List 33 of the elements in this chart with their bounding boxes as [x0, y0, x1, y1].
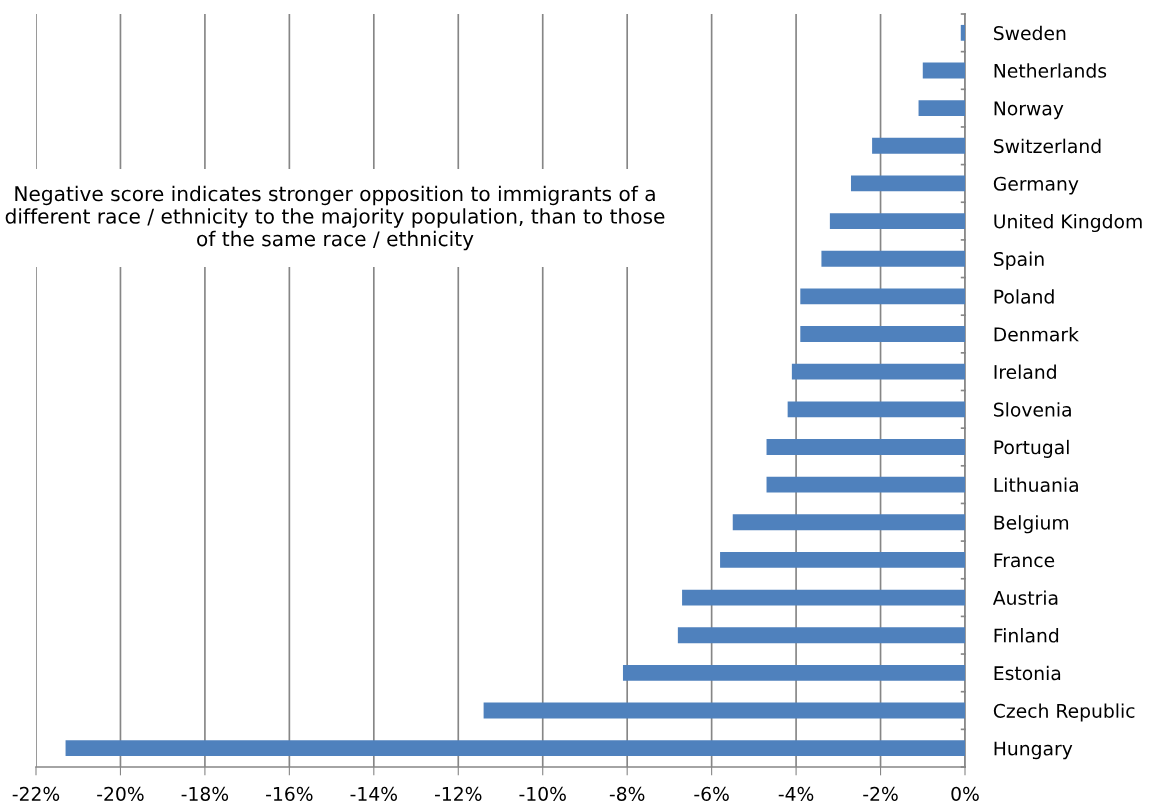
- x-tick-label: -18%: [181, 786, 229, 801]
- y-tick-label: Spain: [994, 251, 1044, 270]
- x-tick-label: -22%: [12, 786, 60, 801]
- y-tick-label: Portugal: [994, 439, 1069, 458]
- y-tick-label: Germany: [993, 176, 1079, 195]
- y-tick-label: Lithuania: [994, 477, 1078, 493]
- x-tick-label: -12%: [434, 786, 482, 801]
- y-tick-label: Czech Republic: [993, 703, 1135, 722]
- y-tick-label: United Kingdom: [994, 213, 1142, 233]
- y-tick-label: Norway: [994, 101, 1064, 120]
- annotation: Negative score indicates stronger opposition to immigrants of a different race / ethnicity to the majority population, than to those of the same race / ethnicity: [5, 185, 665, 251]
- y-tick-label: Sweden: [994, 25, 1066, 41]
- x-tick-label: -20%: [97, 786, 144, 801]
- x-tick-label: -8%: [609, 786, 645, 801]
- y-tick-label: Hungary: [994, 741, 1073, 760]
- x-tick-label: -14%: [350, 786, 397, 801]
- x-tick-label: -4%: [778, 786, 814, 801]
- y-tick-label: Ireland: [994, 364, 1056, 380]
- y-tick-label: Austria: [992, 590, 1058, 605]
- y-tick-label: Switzerland: [994, 138, 1101, 154]
- y-tick-label: France: [994, 553, 1055, 568]
- y-tick-label: Netherlands: [994, 63, 1107, 78]
- y-tick-label: Finland: [994, 628, 1059, 643]
- y-tick-label: Slovenia: [994, 402, 1071, 417]
- x-tick-label: -2%: [863, 786, 898, 801]
- x-tick-label: -6%: [694, 786, 729, 801]
- x-tick-label: 0%: [951, 786, 979, 801]
- y-tick-label: Belgium: [994, 515, 1069, 534]
- y-tick-label: Estonia: [994, 665, 1061, 681]
- x-tick-label: -16%: [266, 786, 313, 801]
- y-tick-label: Denmark: [994, 326, 1079, 342]
- x-tick-label: -10%: [519, 786, 566, 801]
- y-tick-label: Poland: [994, 289, 1054, 304]
